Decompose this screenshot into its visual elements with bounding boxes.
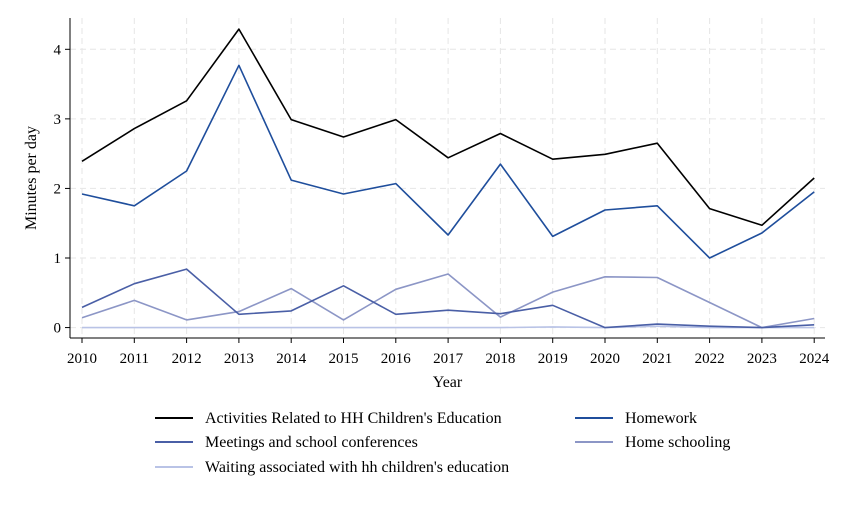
legend: Activities Related to HH Children's Educ… [155, 410, 730, 476]
y-tick-label: 3 [54, 112, 62, 128]
y-axis-title: Minutes per day [23, 126, 40, 230]
x-tick-label: 2017 [433, 351, 464, 367]
axes [69, 18, 825, 339]
legend-label: Meetings and school conferences [205, 434, 418, 451]
x-tick-label: 2023 [747, 351, 777, 367]
x-tick-label: 2022 [695, 351, 725, 367]
x-tick-label: 2012 [172, 351, 202, 367]
series-line [81, 64, 815, 259]
series-lines [81, 28, 815, 329]
x-axis-ticks: 2010 2011 2012 2013 2014 2015 2016 2017 2018 2019… [67, 338, 830, 367]
y-tick-label: 0 [54, 321, 62, 337]
legend-label: Home schooling [625, 434, 730, 451]
series-line [81, 28, 815, 227]
legend-label: Homework [625, 410, 697, 427]
grid [70, 18, 825, 338]
x-tick-label: 2016 [381, 351, 412, 367]
legend-label: Activities Related to HH Children's Educ… [205, 410, 502, 427]
y-axis-ticks: 0 1 2 3 4 [54, 42, 70, 337]
x-tick-label: 2020 [590, 351, 620, 367]
y-tick-label: 4 [54, 42, 62, 58]
x-tick-label: 2010 [67, 351, 97, 367]
y-tick-label: 1 [54, 251, 62, 267]
x-tick-label: 2018 [485, 351, 515, 367]
x-tick-label: 2014 [276, 351, 307, 367]
series-line [81, 268, 815, 329]
series-line [82, 325, 815, 329]
series-line [81, 273, 815, 329]
x-tick-label: 2021 [642, 351, 672, 367]
x-tick-label: 2024 [799, 351, 830, 367]
y-tick-label: 2 [54, 181, 62, 197]
legend-label: Waiting associated with hh children's ed… [205, 459, 509, 476]
x-tick-label: 2011 [120, 351, 149, 367]
x-axis-title: Year [433, 374, 463, 391]
x-tick-label: 2019 [538, 351, 568, 367]
x-tick-label: 2015 [329, 351, 359, 367]
x-tick-label: 2013 [224, 351, 254, 367]
